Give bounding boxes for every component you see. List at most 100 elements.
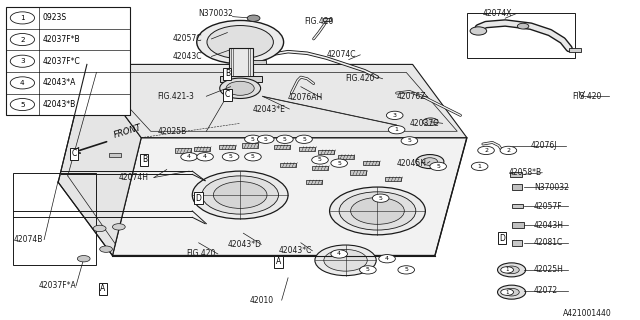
Text: 42043H: 42043H xyxy=(534,221,564,230)
Text: 5: 5 xyxy=(436,164,440,169)
Polygon shape xyxy=(87,64,467,138)
Bar xyxy=(569,48,580,52)
Circle shape xyxy=(430,162,447,171)
Text: FIG.421-3: FIG.421-3 xyxy=(157,92,194,101)
Circle shape xyxy=(351,197,404,224)
Text: 5: 5 xyxy=(20,101,25,108)
Circle shape xyxy=(10,55,35,67)
Text: 5: 5 xyxy=(228,154,232,159)
Text: 3: 3 xyxy=(20,58,25,64)
Text: D: D xyxy=(499,234,505,243)
Text: FRONT: FRONT xyxy=(113,123,143,140)
Circle shape xyxy=(220,78,260,99)
Circle shape xyxy=(387,111,403,119)
Text: 42074H: 42074H xyxy=(119,173,149,182)
Text: 42074C: 42074C xyxy=(326,50,356,59)
Circle shape xyxy=(213,182,267,208)
Circle shape xyxy=(207,26,273,59)
Circle shape xyxy=(192,171,288,219)
Circle shape xyxy=(247,15,260,21)
Circle shape xyxy=(398,266,415,274)
Text: 42076J: 42076J xyxy=(531,141,557,150)
Polygon shape xyxy=(113,138,467,256)
Bar xyxy=(6,7,131,116)
Circle shape xyxy=(93,225,106,232)
Circle shape xyxy=(401,137,418,145)
Circle shape xyxy=(10,99,35,111)
Bar xyxy=(194,147,210,151)
Bar xyxy=(467,13,575,58)
Text: B: B xyxy=(225,69,230,78)
Circle shape xyxy=(497,285,525,299)
Bar xyxy=(337,155,353,159)
Circle shape xyxy=(100,246,113,252)
Bar xyxy=(109,153,121,157)
Circle shape xyxy=(244,135,261,143)
Text: 42037F*B: 42037F*B xyxy=(43,35,81,44)
Circle shape xyxy=(504,288,519,296)
Text: 5: 5 xyxy=(408,138,412,143)
Text: 42057F: 42057F xyxy=(534,202,563,211)
Circle shape xyxy=(315,245,376,276)
Bar xyxy=(511,222,524,228)
Text: 4: 4 xyxy=(337,252,341,256)
Circle shape xyxy=(477,146,494,155)
Circle shape xyxy=(360,266,376,274)
Circle shape xyxy=(372,194,389,202)
Text: 42076Z: 42076Z xyxy=(397,92,426,101)
Text: 5: 5 xyxy=(251,154,255,159)
Circle shape xyxy=(324,250,367,271)
Circle shape xyxy=(196,20,284,64)
Circle shape xyxy=(202,176,278,214)
Circle shape xyxy=(77,256,90,262)
Circle shape xyxy=(500,267,513,273)
Text: 4: 4 xyxy=(187,154,191,159)
Text: 42037C: 42037C xyxy=(410,119,439,128)
Text: FIG.420: FIG.420 xyxy=(572,92,602,101)
Circle shape xyxy=(222,153,239,161)
Text: 42076AH: 42076AH xyxy=(288,93,323,102)
Circle shape xyxy=(113,224,125,230)
Bar xyxy=(280,163,296,167)
Circle shape xyxy=(339,192,416,230)
Text: 42043*D: 42043*D xyxy=(227,240,261,249)
Circle shape xyxy=(500,289,513,295)
Text: 42074B: 42074B xyxy=(13,235,43,244)
Text: 42058*B: 42058*B xyxy=(508,168,541,177)
Bar xyxy=(350,171,366,175)
Circle shape xyxy=(379,255,396,263)
Text: 1: 1 xyxy=(395,127,399,132)
Circle shape xyxy=(422,158,438,165)
Circle shape xyxy=(517,23,529,29)
Text: 42072: 42072 xyxy=(534,286,558,295)
Circle shape xyxy=(388,125,405,134)
Text: 5: 5 xyxy=(379,196,383,201)
Circle shape xyxy=(330,187,426,235)
Circle shape xyxy=(500,146,516,155)
Circle shape xyxy=(504,266,519,274)
Bar xyxy=(220,76,262,82)
Bar xyxy=(323,18,331,21)
Text: FIG.420: FIG.420 xyxy=(186,249,215,259)
Text: 3: 3 xyxy=(393,113,397,118)
Bar xyxy=(363,161,379,165)
Bar xyxy=(511,204,523,208)
Circle shape xyxy=(416,155,444,169)
Circle shape xyxy=(296,135,312,143)
Text: 42025H: 42025H xyxy=(534,265,564,274)
Text: D: D xyxy=(196,194,202,203)
Text: N370032: N370032 xyxy=(198,9,234,18)
Text: 1: 1 xyxy=(477,164,481,169)
Text: 42045H: 42045H xyxy=(397,159,427,168)
Bar xyxy=(306,180,321,185)
Text: 0923S: 0923S xyxy=(43,13,67,22)
Circle shape xyxy=(180,153,197,161)
Circle shape xyxy=(10,34,35,46)
Text: 5: 5 xyxy=(264,137,268,142)
Circle shape xyxy=(244,153,261,161)
Text: 2: 2 xyxy=(20,36,25,43)
Text: 5: 5 xyxy=(318,157,322,163)
Text: 42043*C: 42043*C xyxy=(278,246,312,255)
Text: 42043*A: 42043*A xyxy=(43,78,76,87)
Text: 1: 1 xyxy=(506,268,509,272)
